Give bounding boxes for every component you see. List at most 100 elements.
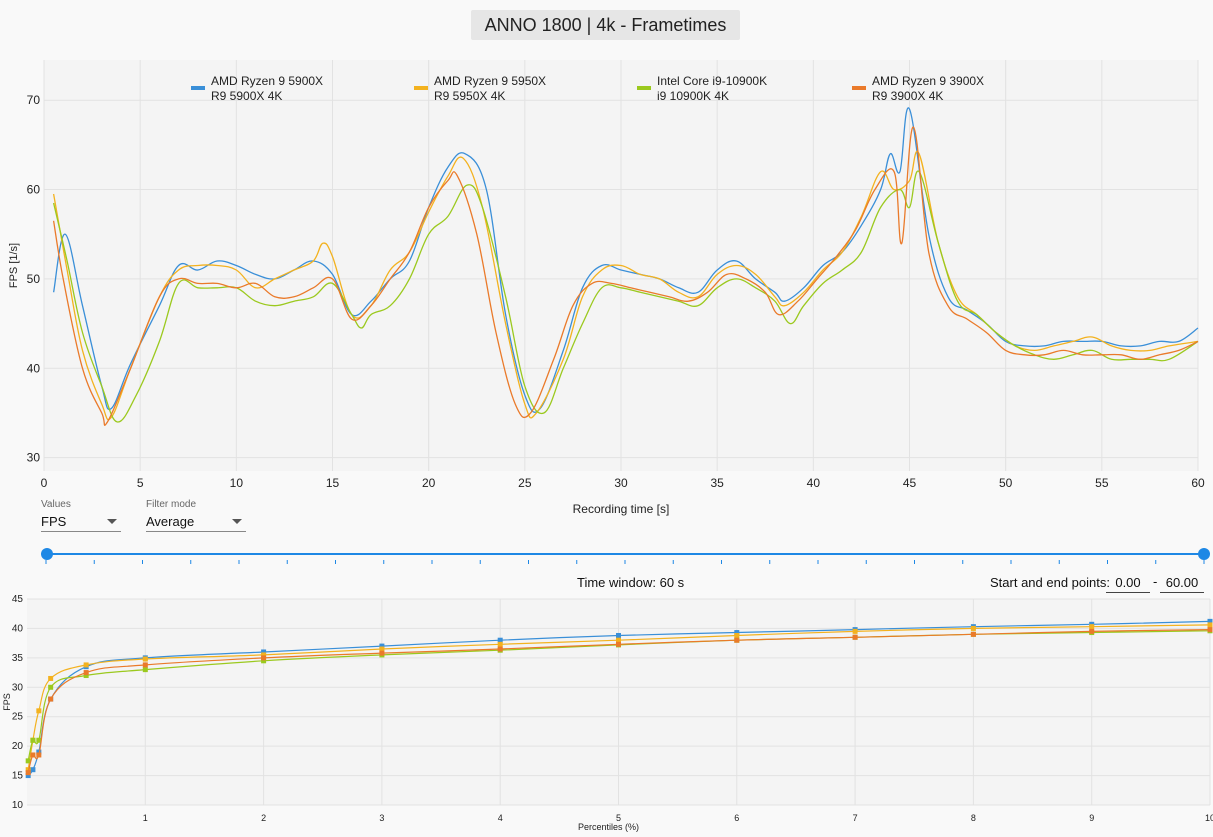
percentile-marker bbox=[497, 637, 503, 643]
percentile-marker bbox=[1089, 624, 1095, 630]
x-tick-label: 7 bbox=[853, 813, 858, 823]
x-tick-label: 5 bbox=[137, 476, 144, 490]
percentile-marker bbox=[142, 662, 148, 668]
percentile-marker bbox=[36, 737, 42, 743]
percentile-marker bbox=[48, 675, 54, 681]
chevron-down-icon bbox=[107, 518, 117, 524]
legend-sublabel: R9 3900X 4K bbox=[872, 89, 943, 103]
percentile-marker bbox=[970, 625, 976, 631]
values-select[interactable]: FPS bbox=[41, 511, 121, 532]
percentile-marker bbox=[616, 637, 621, 643]
end-point-input[interactable]: 60.00 bbox=[1160, 574, 1204, 593]
x-tick-label: 1 bbox=[143, 813, 148, 823]
x-tick-label: 4 bbox=[498, 813, 503, 823]
percentile-marker bbox=[30, 752, 36, 758]
series-line-3 bbox=[52, 126, 1199, 426]
percentile-marker bbox=[379, 646, 385, 652]
percentile-marker bbox=[83, 662, 89, 668]
percentile-marker bbox=[25, 767, 31, 773]
y-tick-label: 40 bbox=[12, 623, 24, 634]
legend-swatch bbox=[637, 86, 651, 90]
chart-title: ANNO 1800 | 4k - Frametimes bbox=[471, 10, 740, 40]
y-tick-label: 30 bbox=[12, 682, 24, 693]
x-tick-label: 9 bbox=[1089, 813, 1094, 823]
percentile-marker bbox=[25, 758, 31, 764]
slider-end-thumb[interactable] bbox=[1198, 548, 1210, 560]
slider-start-thumb[interactable] bbox=[41, 548, 53, 560]
y-tick-label: 70 bbox=[27, 93, 41, 107]
percentile-marker bbox=[36, 752, 42, 758]
x-tick-label: 35 bbox=[710, 476, 724, 490]
percentile-marker bbox=[25, 773, 31, 779]
percentile-marker bbox=[36, 749, 42, 755]
percentile-marker bbox=[497, 641, 503, 647]
x-tick-label: 20 bbox=[422, 476, 436, 490]
percentile-marker bbox=[48, 696, 54, 702]
percentile-marker bbox=[261, 655, 267, 661]
y-tick-label: 40 bbox=[27, 361, 41, 375]
y-tick-label: 35 bbox=[12, 653, 24, 664]
chevron-down-icon bbox=[232, 518, 242, 524]
percentile-marker bbox=[1207, 618, 1213, 624]
y-tick-label: 50 bbox=[27, 272, 41, 286]
percentile-marker bbox=[30, 737, 36, 743]
x-tick-label: 10 bbox=[230, 476, 244, 490]
percentile-line-1 bbox=[27, 624, 1211, 770]
legend-swatch bbox=[852, 86, 866, 90]
percentile-marker bbox=[379, 643, 385, 649]
x-tick-label: 6 bbox=[734, 813, 739, 823]
x-tick-label: 10 bbox=[1205, 813, 1213, 823]
x-tick-label: 2 bbox=[261, 813, 266, 823]
legend-swatch bbox=[191, 86, 205, 90]
x-axis-label: Percentiles (%) bbox=[578, 822, 639, 832]
y-axis-label: FPS bbox=[2, 693, 12, 711]
filter-mode-label: Filter mode bbox=[146, 499, 197, 510]
legend-sublabel: R9 5950X 4K bbox=[434, 89, 505, 103]
y-tick-label: 60 bbox=[27, 183, 41, 197]
x-tick-label: 55 bbox=[1095, 476, 1109, 490]
filter-mode-select[interactable]: Average bbox=[146, 511, 246, 532]
y-tick-label: 15 bbox=[12, 771, 24, 782]
x-tick-label: 15 bbox=[326, 476, 340, 490]
values-selected: FPS bbox=[41, 513, 67, 529]
series-line-2 bbox=[52, 170, 1199, 423]
y-axis-label: FPS [1/s] bbox=[8, 243, 20, 288]
x-axis-label: Recording time [s] bbox=[573, 502, 670, 516]
percentile-marker bbox=[852, 634, 858, 640]
frametime-chart: 0 5 10 15 20 25 30 35 40 45 50 55 60 30 40 50 60 70 FPS [1… bbox=[8, 60, 1205, 516]
y-tick-label: 30 bbox=[27, 451, 41, 465]
start-point-input[interactable]: 0.00 bbox=[1106, 574, 1150, 593]
y-tick-label: 45 bbox=[12, 594, 24, 605]
time-window-text: Time window: 60 s bbox=[577, 575, 685, 590]
legend-label: AMD Ryzen 9 5900X bbox=[211, 74, 323, 88]
x-tick-label: 30 bbox=[614, 476, 628, 490]
percentile-marker bbox=[83, 670, 89, 676]
percentile-marker bbox=[734, 630, 740, 636]
legend-label: AMD Ryzen 9 5950X bbox=[434, 74, 546, 88]
percentile-marker bbox=[1207, 622, 1213, 628]
percentile-marker bbox=[616, 632, 621, 638]
percentile-marker bbox=[852, 628, 858, 634]
percentile-line-3 bbox=[27, 629, 1211, 773]
percentile-marker bbox=[142, 656, 148, 662]
percentile-marker bbox=[1089, 628, 1095, 634]
values-label: Values bbox=[41, 499, 71, 510]
y-tick-label: 10 bbox=[12, 800, 24, 811]
x-tick-label: 25 bbox=[518, 476, 532, 490]
legend-label: AMD Ryzen 9 3900X bbox=[872, 74, 984, 88]
percentile-marker bbox=[734, 637, 740, 643]
legend-sublabel: i9 10900K 4K bbox=[657, 89, 729, 103]
legend-swatch bbox=[414, 86, 428, 90]
x-tick-label: 8 bbox=[971, 813, 976, 823]
percentile-marker bbox=[970, 631, 976, 637]
percentile-marker bbox=[30, 767, 36, 773]
time-range-slider[interactable] bbox=[46, 553, 1204, 555]
percentile-marker bbox=[734, 632, 740, 638]
x-tick-label: 40 bbox=[807, 476, 821, 490]
y-tick-label: 20 bbox=[12, 741, 24, 752]
percentile-marker bbox=[261, 658, 267, 664]
percentile-marker bbox=[497, 646, 503, 652]
percentile-marker bbox=[616, 641, 621, 647]
